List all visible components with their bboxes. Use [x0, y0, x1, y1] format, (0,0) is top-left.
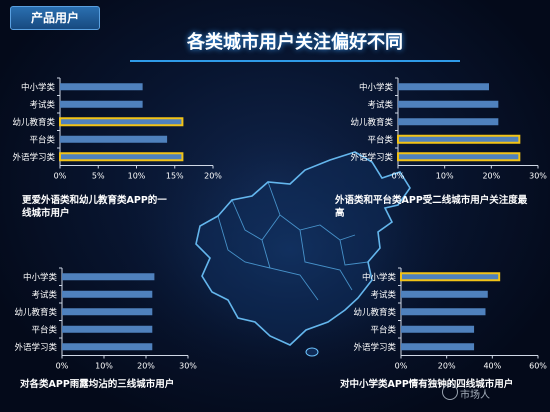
- bar-highlighted: [59, 117, 184, 127]
- x-tick-label: 30%: [179, 362, 197, 371]
- bar: [401, 290, 488, 298]
- caption-tier4: 对中小学类APP情有独钟的四线城市用户: [340, 379, 514, 390]
- caption-tier1: 更爱外语类和幼儿教育类APP的一线城市用户: [22, 195, 167, 219]
- category-label: 中小学类: [21, 82, 56, 93]
- bar: [401, 325, 475, 333]
- watermark-icon: [442, 384, 458, 400]
- category-label: 平台类: [31, 324, 57, 335]
- bar-highlighted: [400, 272, 501, 282]
- bar: [398, 83, 489, 91]
- page-title: 各类城市用户关注偏好不同: [130, 26, 460, 62]
- category-label: 考试类: [367, 99, 393, 110]
- category-label: 考试类: [29, 99, 55, 110]
- category-label: 外语学习类: [14, 342, 57, 353]
- category-label: 平台类: [370, 324, 396, 335]
- category-label: 幼儿教育类: [12, 117, 55, 128]
- x-tick-label: 10%: [95, 362, 113, 371]
- category-label: 外语学习类: [353, 342, 396, 353]
- x-tick-label: 0%: [54, 172, 67, 181]
- bar: [60, 83, 143, 91]
- category-label: 幼儿教育类: [14, 307, 57, 318]
- x-tick-label: 20%: [438, 362, 456, 371]
- bar: [62, 308, 153, 316]
- bar-highlighted: [397, 152, 521, 162]
- bar: [62, 325, 153, 333]
- category-label: 平台类: [29, 134, 55, 145]
- bar: [401, 308, 486, 316]
- bar: [398, 100, 499, 108]
- bar: [60, 100, 143, 108]
- category-label: 中小学类: [359, 82, 394, 93]
- x-tick-label: 0%: [56, 362, 69, 371]
- bar: [62, 290, 153, 298]
- watermark: 市场人: [460, 390, 490, 401]
- bar-highlighted: [59, 152, 184, 162]
- x-tick-label: 30%: [529, 172, 547, 181]
- caption-tier3: 对各类APP雨露均沾的三线城市用户: [20, 379, 175, 390]
- caption-tier2: 外语类和平台类APP受二线城市用户关注度最高: [335, 195, 528, 219]
- bar: [401, 343, 475, 351]
- x-tick-label: 20%: [137, 362, 155, 371]
- category-label: 外语学习类: [12, 152, 55, 163]
- map-province-lines: [217, 181, 369, 301]
- section-tag: 产品用户: [10, 6, 100, 30]
- map-island: [305, 347, 319, 357]
- category-label: 考试类: [31, 289, 57, 300]
- x-tick-label: 15%: [166, 172, 184, 181]
- bar-highlighted: [397, 134, 521, 144]
- x-tick-label: 20%: [482, 172, 500, 181]
- bar: [60, 135, 168, 143]
- x-tick-label: 40%: [483, 362, 501, 371]
- bar: [62, 343, 153, 351]
- category-label: 外语学习类: [350, 152, 393, 163]
- x-tick-label: 0%: [395, 362, 408, 371]
- category-label: 考试类: [370, 289, 396, 300]
- x-tick-label: 10%: [128, 172, 146, 181]
- x-tick-label: 5%: [92, 172, 105, 181]
- category-label: 幼儿教育类: [350, 117, 393, 128]
- x-tick-label: 60%: [529, 362, 547, 371]
- bar: [398, 118, 499, 126]
- x-tick-label: 20%: [204, 172, 222, 181]
- x-tick-label: 0%: [392, 172, 405, 181]
- category-label: 中小学类: [23, 272, 58, 283]
- bar: [62, 273, 155, 281]
- category-label: 中小学类: [362, 272, 397, 283]
- x-tick-label: 10%: [436, 172, 454, 181]
- category-label: 平台类: [367, 134, 393, 145]
- category-label: 幼儿教育类: [353, 307, 396, 318]
